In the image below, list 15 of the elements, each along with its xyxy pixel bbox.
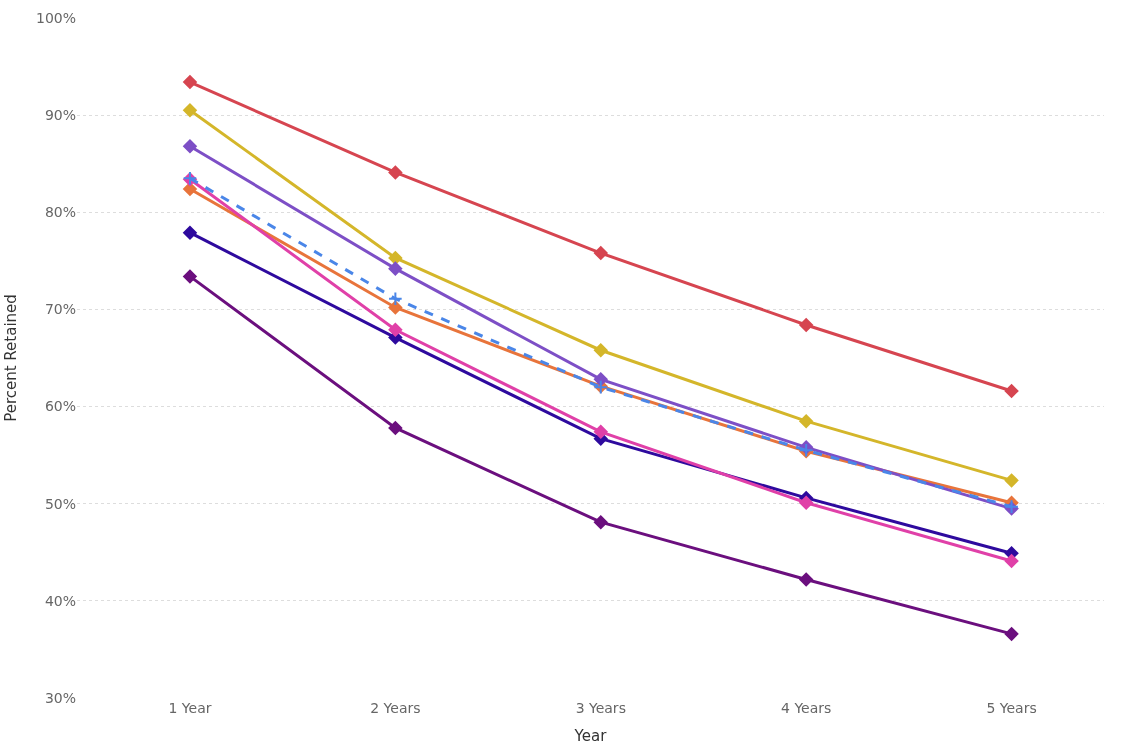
x-tick-label: 4 Years (781, 700, 832, 716)
y-tick-label: 70% (44, 301, 76, 318)
y-axis-title: Percent Retained (2, 294, 21, 422)
x-tick-label: 2 Years (370, 700, 421, 716)
y-tick-label: 60% (44, 398, 76, 415)
x-axis-title: Year (573, 727, 608, 745)
y-tick-label: 40% (44, 592, 76, 609)
x-tick-label: 3 Years (575, 700, 626, 716)
x-tick-label: 5 Years (986, 700, 1037, 716)
y-tick-label: 80% (44, 204, 76, 221)
y-tick-label: 100% (35, 9, 76, 26)
y-tick-label: 50% (44, 495, 76, 512)
y-tick-label: 90% (44, 107, 76, 124)
x-tick-label: 1 Year (168, 700, 212, 716)
y-tick-label: 30% (44, 689, 76, 706)
